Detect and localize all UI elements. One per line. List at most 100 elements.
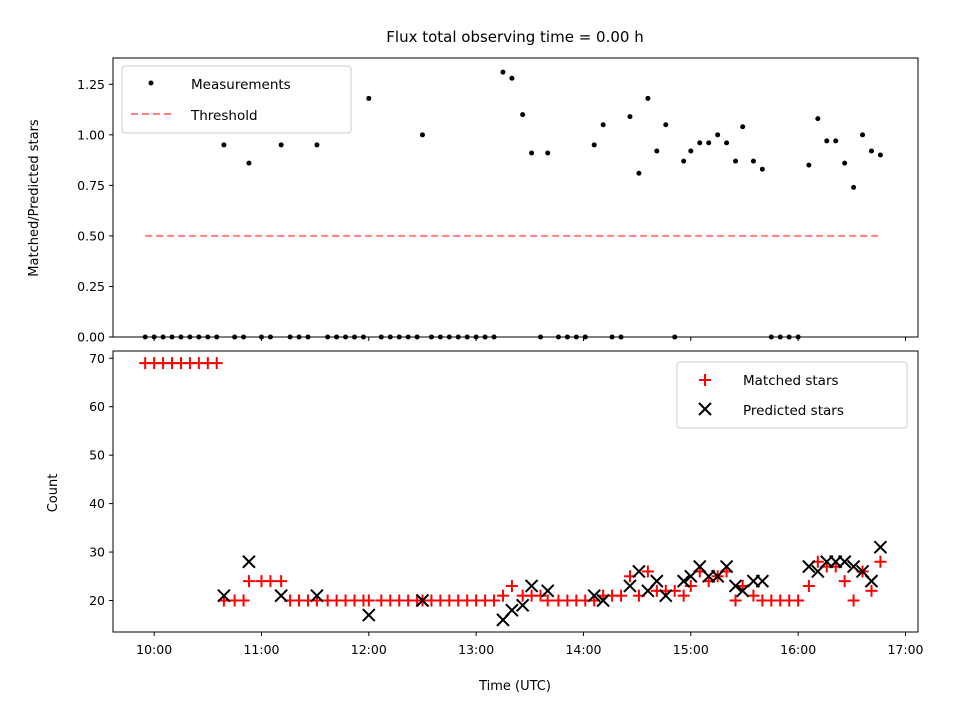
matched-star-point <box>802 579 815 592</box>
bottom-ytick-label: 70 <box>89 351 105 366</box>
predicted-x-b <box>659 588 673 603</box>
top-ytick-label: 0.75 <box>77 178 105 193</box>
matched-star-point <box>847 594 860 607</box>
measurement-point <box>688 148 694 154</box>
measurement-point <box>151 334 157 340</box>
matched-star-point <box>729 594 742 607</box>
measurement-point <box>334 334 340 340</box>
measurement-point <box>538 334 544 340</box>
predicted-x-b <box>719 559 734 574</box>
predicted-x-b <box>274 588 288 603</box>
measurement-point <box>205 334 211 340</box>
matched-star-point <box>362 594 375 607</box>
predicted-star-point <box>217 588 231 603</box>
legend-threshold-label: Threshold <box>190 108 258 124</box>
measurement-point <box>877 152 883 158</box>
top-y-ticks: 0.00 0.25 0.50 0.75 1.00 1.25 <box>77 77 113 345</box>
predicted-star-point <box>274 588 288 603</box>
bottom-legend-frame <box>676 361 908 429</box>
matched-star-point <box>275 575 288 588</box>
measurement-point <box>645 95 651 101</box>
measurement-point <box>352 334 357 340</box>
predicted-star-point <box>362 608 376 622</box>
predicted-star-point <box>728 579 743 593</box>
measurement-point <box>343 334 349 340</box>
bottom-ytick-label: 20 <box>89 593 105 608</box>
measurement-point <box>733 158 739 164</box>
matched-star-point <box>541 594 554 607</box>
measurement-point <box>697 140 703 146</box>
measurement-point <box>267 334 273 340</box>
bottom-xtick-label: 15:00 <box>673 642 709 657</box>
predicted-x-b <box>524 579 539 593</box>
matched-star-point <box>496 589 509 602</box>
legend-matched-label: Matched stars <box>743 373 839 389</box>
predicted-star-point <box>873 540 888 554</box>
measurement-point <box>241 334 247 340</box>
bottom-xtick-label: 10:00 <box>136 642 172 657</box>
top-ytick-label: 0.50 <box>77 228 105 243</box>
top-ytick-label: 0.25 <box>77 279 105 294</box>
measurement-point <box>366 95 372 101</box>
predicted-x-b <box>310 588 324 603</box>
legend-measurements-label: Measurements <box>191 77 291 93</box>
bottom-x-ticks: 10:00 11:00 12:00 13:00 14:00 15:00 16:00 17:00 <box>136 632 924 657</box>
measurement-point <box>419 132 425 138</box>
measurement-point <box>258 334 264 340</box>
top-axes-frame <box>112 57 919 338</box>
bottom-ytick-label: 50 <box>89 448 105 463</box>
matched-star-point <box>505 579 518 592</box>
measurement-point <box>396 334 402 340</box>
matched-star-point <box>677 589 690 602</box>
matched-star-point <box>874 555 887 568</box>
bottom-ytick-label: 60 <box>89 399 105 414</box>
matched-star-point <box>641 565 654 578</box>
measurement-point <box>636 170 642 176</box>
predicted-star-point <box>623 579 637 593</box>
measurement-point <box>378 334 384 340</box>
top-panel: 0.00 0.25 0.50 0.75 1.00 1.25 Matched/Predict… <box>27 57 919 345</box>
predicted-star-point <box>524 579 539 593</box>
predicted-star-point <box>587 588 601 603</box>
predicted-star-point <box>540 584 555 598</box>
predicted-star-point <box>864 574 879 588</box>
predicted-x-b <box>728 579 743 593</box>
matched-star-point <box>264 575 277 588</box>
matched-star-point <box>747 589 760 602</box>
bottom-data-marks <box>139 357 888 627</box>
predicted-star-point <box>755 574 770 588</box>
x-axis-label: Time (UTC) <box>478 679 551 694</box>
measurement-point <box>305 334 311 340</box>
predicted-star-point <box>802 559 816 574</box>
predicted-x-b <box>755 574 770 588</box>
top-legend: Measurements Threshold <box>121 65 352 134</box>
measurement-point <box>405 334 411 340</box>
measurement-point <box>609 334 615 340</box>
measurement-point <box>777 334 783 340</box>
predicted-x-b <box>540 584 555 598</box>
measurement-point <box>806 162 812 168</box>
measurement-point <box>786 334 792 340</box>
predicted-star-point <box>515 598 530 613</box>
predicted-x-b <box>596 593 610 608</box>
predicted-x-b <box>650 574 664 588</box>
measurement-point <box>437 334 443 340</box>
measurement-point <box>591 142 597 148</box>
measurement-point <box>555 334 561 340</box>
matched-star-point <box>792 594 805 607</box>
measurement-point <box>833 138 839 144</box>
predicted-x-b <box>846 559 861 574</box>
bottom-y-axis-label: Count <box>46 474 61 513</box>
measurement-point <box>500 69 506 75</box>
bottom-legend: Matched stars Predicted stars <box>676 361 908 429</box>
predicted-x-b <box>802 559 816 574</box>
predicted-star-point <box>505 603 519 617</box>
measurement-point <box>414 334 420 340</box>
predicted-star-point <box>719 559 734 574</box>
measurement-point <box>627 114 633 120</box>
bottom-ytick-label: 30 <box>89 545 105 560</box>
predicted-x-b <box>242 555 256 569</box>
predicted-x-b <box>415 593 430 608</box>
predicted-x-b <box>623 579 637 593</box>
measurement-point <box>232 334 238 340</box>
